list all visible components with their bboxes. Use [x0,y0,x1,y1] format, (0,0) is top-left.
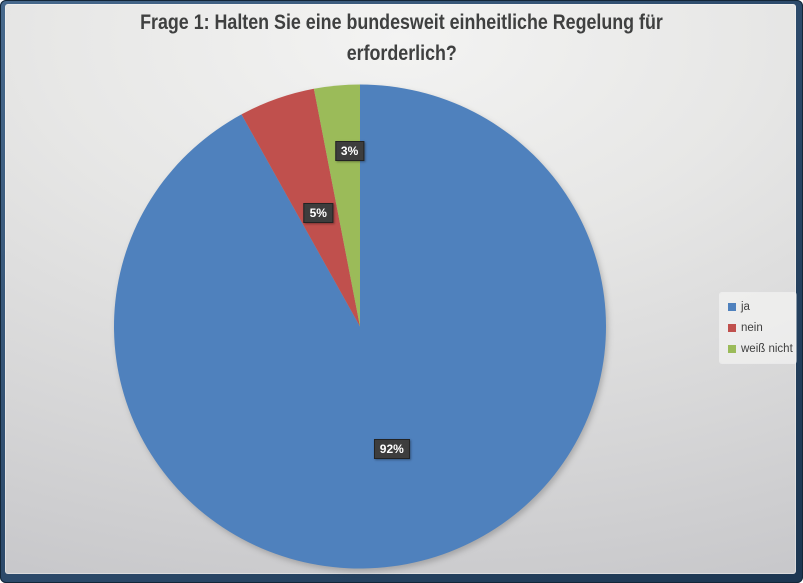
legend-item-nein: nein [728,318,796,338]
legend-item-ja: ja [728,297,796,317]
pie-slice-ja [113,84,606,569]
chart-title-line1: Frage 1: Halten Sie eine bundesweit einh… [140,11,663,34]
pie-slice-nein [241,88,360,327]
chart-legend: ja nein weiß nicht [720,293,796,363]
legend-label: weiß nicht [741,342,793,355]
legend-swatch-icon [728,323,736,332]
chart-title: Frage 1: Halten Sie eine bundesweit einh… [0,7,803,69]
data-label-ja: 92% [373,439,410,460]
legend-swatch-icon [728,303,736,312]
legend-label: nein [741,321,763,334]
data-label-weiß-nicht: 3% [334,141,365,162]
chart-title-line2: erforderlich? [346,42,457,65]
legend-item-weiß-nicht: weiß nicht [728,339,796,359]
data-label-nein: 5% [303,202,333,223]
legend-swatch-icon [728,344,736,353]
legend-label: ja [741,301,750,314]
